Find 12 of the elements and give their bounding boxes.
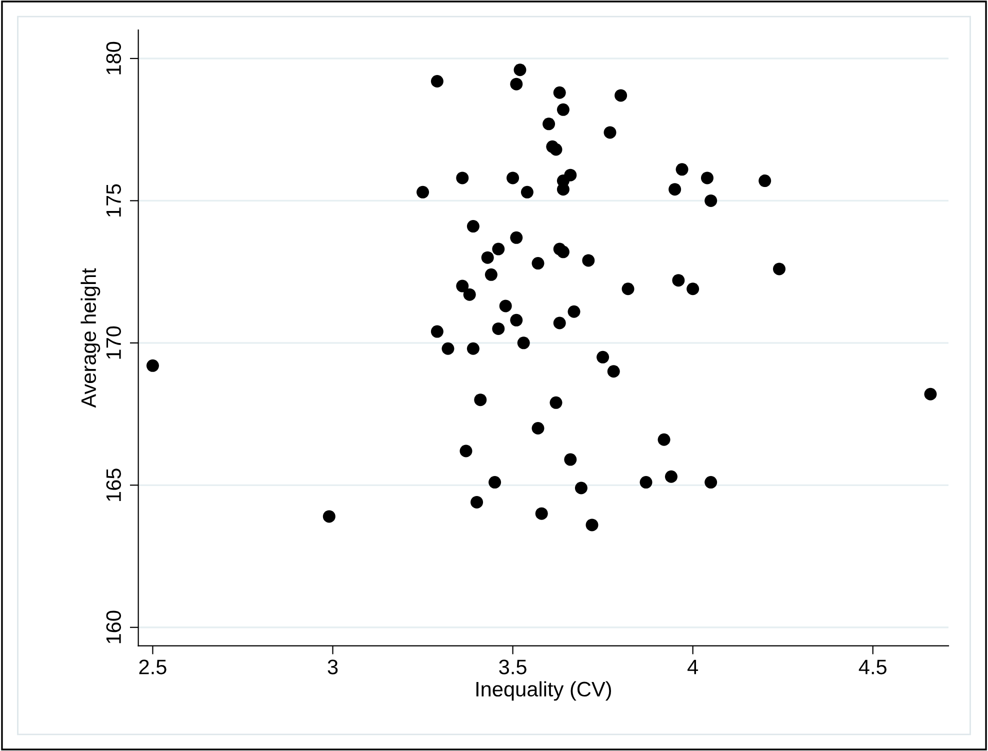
x-tick-label: 3 <box>328 660 338 674</box>
x-tick-label: 3.5 <box>499 660 526 674</box>
x-axis-title: Inequality (CV) <box>476 681 612 701</box>
x-tick-label: 4.5 <box>858 660 886 674</box>
y-tick-label: 160 <box>106 610 122 644</box>
y-axis-title: Average height <box>80 268 100 408</box>
y-tick-label: 165 <box>106 468 122 501</box>
y-tick-label: 175 <box>106 184 122 216</box>
x-tick-label: 2.5 <box>139 660 166 674</box>
y-tick-label: 180 <box>106 42 122 74</box>
x-tick-label: 4 <box>688 660 698 674</box>
y-tick-label: 170 <box>106 326 122 359</box>
